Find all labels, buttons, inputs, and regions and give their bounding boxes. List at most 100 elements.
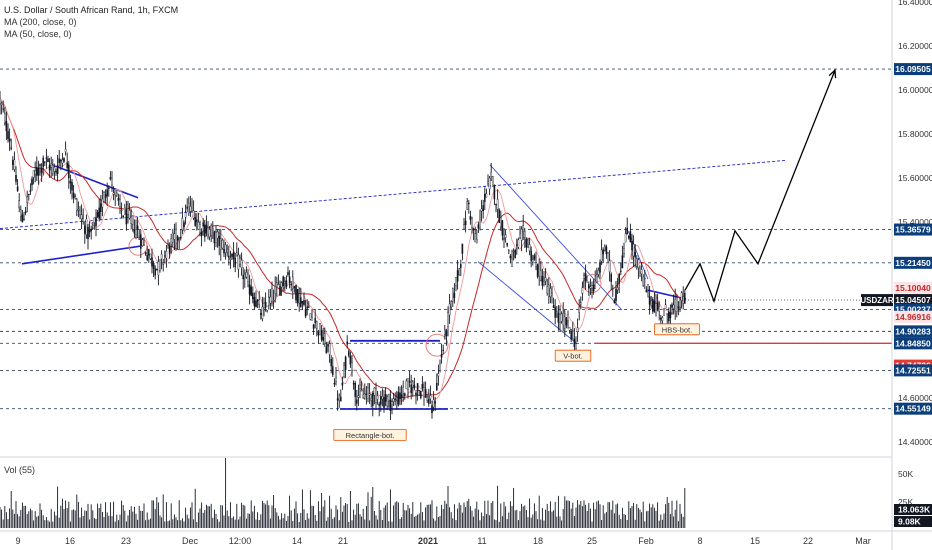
candlesticks <box>0 90 686 421</box>
x-tick-label: Feb <box>638 536 654 546</box>
candle-body <box>605 246 608 255</box>
candle-body <box>663 308 665 316</box>
candle-body <box>471 218 473 228</box>
candle-body <box>45 157 48 159</box>
candle-body <box>367 387 369 399</box>
candle-body <box>245 271 248 278</box>
candle-body <box>676 297 678 312</box>
candle-body <box>240 260 243 268</box>
candle-body <box>306 306 309 309</box>
candle-body <box>623 248 625 254</box>
volume-legend[interactable]: Vol (55) <box>4 465 36 475</box>
candle-body <box>130 215 133 225</box>
candle-body <box>61 159 64 164</box>
candle-body <box>143 244 145 246</box>
candle-body <box>594 280 596 289</box>
candle-body <box>380 396 382 405</box>
x-tick-label: 12:00 <box>229 536 252 546</box>
candle-body <box>99 203 102 213</box>
candle-body <box>91 227 94 230</box>
candle-body <box>58 158 60 163</box>
candle-body <box>28 193 30 196</box>
candle-body <box>554 307 556 318</box>
candle-body <box>506 242 509 246</box>
candle-body <box>314 318 317 324</box>
candle-body <box>205 225 208 234</box>
candle-body <box>349 356 352 365</box>
candle-body <box>426 397 429 401</box>
candle-body <box>354 383 357 397</box>
candle-body <box>293 286 296 288</box>
candle-body <box>136 225 139 230</box>
candle-body <box>261 306 264 320</box>
candle-body <box>612 288 614 290</box>
chart-title: U.S. Dollar / South African Rand, 1h, FX… <box>4 5 179 15</box>
candle-body <box>556 311 558 314</box>
candle-body <box>584 273 587 282</box>
candle-body <box>165 251 168 259</box>
candle-body <box>482 205 485 211</box>
candle-body <box>495 203 497 206</box>
candle-body <box>520 228 523 241</box>
candle-body <box>168 245 171 254</box>
candle-body <box>67 164 70 179</box>
candle-body <box>186 206 189 209</box>
candle-body <box>420 391 422 398</box>
candle-body <box>16 186 19 191</box>
candle-body <box>607 252 609 264</box>
candle-body <box>13 159 16 170</box>
candle-body <box>596 274 598 283</box>
candle-body <box>637 259 640 269</box>
candle-body <box>203 224 206 238</box>
annotation-box <box>554 349 592 362</box>
candle-body <box>631 240 633 251</box>
candle-body <box>375 388 377 403</box>
candle-body <box>26 196 29 204</box>
candle-body <box>389 400 392 411</box>
price-badge-label: 15.10040 <box>895 283 931 293</box>
candle-body <box>103 192 105 202</box>
ma-200-legend[interactable]: MA (200, close, 0) <box>4 17 77 27</box>
candle-body <box>75 198 78 211</box>
candle-body <box>624 233 627 243</box>
triangle-upper <box>51 164 139 199</box>
x-tick-label: 16 <box>65 536 75 546</box>
candle-body <box>559 314 561 323</box>
candle-body <box>109 177 112 180</box>
candle-body <box>472 228 475 231</box>
candle-body <box>359 384 361 389</box>
candle-body <box>90 228 92 232</box>
candle-body <box>155 269 158 271</box>
candle-body <box>466 201 469 210</box>
price-badge-label: 14.55149 <box>895 404 931 414</box>
price-badge-label: 14.90283 <box>895 326 931 336</box>
candle-body <box>456 270 459 282</box>
candle-body <box>498 209 501 223</box>
candle-body <box>328 343 331 355</box>
candle-body <box>628 236 630 239</box>
ma-50-legend[interactable]: MA (50, close, 0) <box>4 29 72 39</box>
candle-body <box>392 398 395 402</box>
candle-body <box>560 313 563 322</box>
candle-body <box>450 301 453 308</box>
price-badge-label: 14.84850 <box>895 338 931 348</box>
candle-body <box>669 312 672 319</box>
candle-body <box>552 305 555 308</box>
candle-body <box>394 398 397 400</box>
candle-body <box>444 329 446 335</box>
candle-body <box>213 231 216 244</box>
candle-body <box>400 394 403 399</box>
candle-body <box>141 239 144 247</box>
candle-body <box>535 262 537 267</box>
projection-path <box>684 68 837 304</box>
candle-body <box>344 356 347 370</box>
candle-body <box>341 382 344 386</box>
candle-body <box>322 337 325 341</box>
highlight-circle <box>425 333 449 357</box>
volume-tick-label: 25K <box>898 497 913 507</box>
candle-body <box>135 229 137 235</box>
candle-body <box>645 289 648 293</box>
candle-body <box>508 250 510 252</box>
candle-body <box>181 218 184 231</box>
